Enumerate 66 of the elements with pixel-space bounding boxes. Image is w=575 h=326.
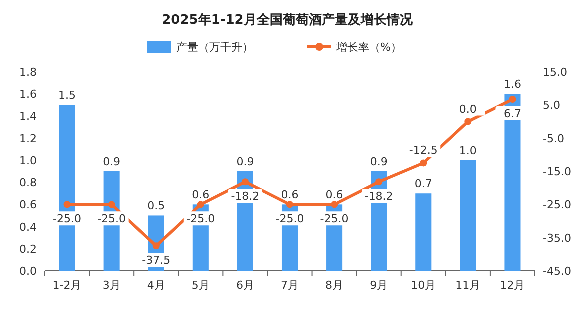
y-tick-label: 1.2 xyxy=(20,132,37,146)
y2-tick-label: -25.0 xyxy=(543,198,572,212)
y2-tick-label: -15.0 xyxy=(543,166,572,178)
point xyxy=(420,160,428,167)
x-tick-label: 4月 xyxy=(147,279,166,292)
data-label: -37.5 xyxy=(142,254,171,268)
bar xyxy=(460,160,476,271)
y-tick-label: 0.4 xyxy=(20,220,37,234)
point xyxy=(509,96,516,104)
y-tick-label: 0.6 xyxy=(20,198,37,212)
data-label: 0.9 xyxy=(236,156,254,168)
point xyxy=(286,201,294,208)
point xyxy=(242,178,249,186)
y-tick-label: 1.0 xyxy=(20,154,37,168)
x-tick-label: 3月 xyxy=(102,279,121,292)
data-label: 0.7 xyxy=(414,178,432,191)
data-label: 0.6 xyxy=(281,188,299,202)
y2-tick-label: 5.0 xyxy=(543,99,560,112)
data-label: 0.5 xyxy=(148,200,166,213)
bar xyxy=(416,194,432,271)
x-tick-label: 12月 xyxy=(500,279,526,292)
y2-tick-label: 15.0 xyxy=(543,66,568,79)
data-label: -25.0 xyxy=(320,212,349,226)
y2-tick-label: -5.0 xyxy=(543,132,564,146)
data-label: 1.5 xyxy=(58,89,76,102)
data-label: 0.9 xyxy=(370,156,388,168)
point xyxy=(376,178,383,186)
point xyxy=(464,118,472,126)
data-label: -25.0 xyxy=(53,212,82,226)
x-tick-label: 1-2月 xyxy=(52,279,82,292)
x-tick-label: 6月 xyxy=(236,279,254,292)
y-tick-label: 1.8 xyxy=(20,66,37,79)
chart-title: 2025年1-12月全国葡萄酒产量及增长情况 xyxy=(162,12,414,28)
x-tick-label: 7月 xyxy=(281,279,299,292)
y-tick-label: 0.8 xyxy=(20,176,37,190)
x-tick-label: 10月 xyxy=(411,279,436,292)
data-label: -25.0 xyxy=(98,212,126,226)
y-tick-label: 0.2 xyxy=(20,242,37,256)
legend-label: 产量（万千升） xyxy=(176,41,254,54)
y-tick-label: 0.0 xyxy=(20,265,37,278)
y2-tick-label: -45.0 xyxy=(543,265,572,278)
data-label: -18.2 xyxy=(364,190,394,204)
y2-tick-label: -35.0 xyxy=(543,232,572,245)
x-tick-label: 11月 xyxy=(456,279,481,292)
point xyxy=(152,242,160,250)
data-label: -12.5 xyxy=(409,144,438,158)
point xyxy=(108,201,116,208)
data-label: 1.0 xyxy=(459,144,477,158)
data-label: 0.6 xyxy=(192,188,210,202)
point xyxy=(331,201,338,208)
x-tick-label: 8月 xyxy=(326,279,344,292)
y-tick-label: 1.6 xyxy=(20,88,37,102)
x-tick-label: 9月 xyxy=(370,279,388,292)
data-label: 1.6 xyxy=(504,78,522,92)
data-label: 6.7 xyxy=(504,108,522,121)
data-label: 0.9 xyxy=(103,156,121,168)
data-label: -25.0 xyxy=(186,212,216,226)
data-label: -18.2 xyxy=(231,190,260,204)
point xyxy=(197,201,204,208)
x-tick-label: 5月 xyxy=(192,279,210,292)
data-label: 0.0 xyxy=(459,102,477,116)
y-tick-label: 1.4 xyxy=(20,110,37,124)
data-label: 0.6 xyxy=(326,188,344,202)
legend-label: 增长率（%） xyxy=(336,41,402,54)
data-label: -25.0 xyxy=(276,212,304,226)
point xyxy=(64,201,71,208)
